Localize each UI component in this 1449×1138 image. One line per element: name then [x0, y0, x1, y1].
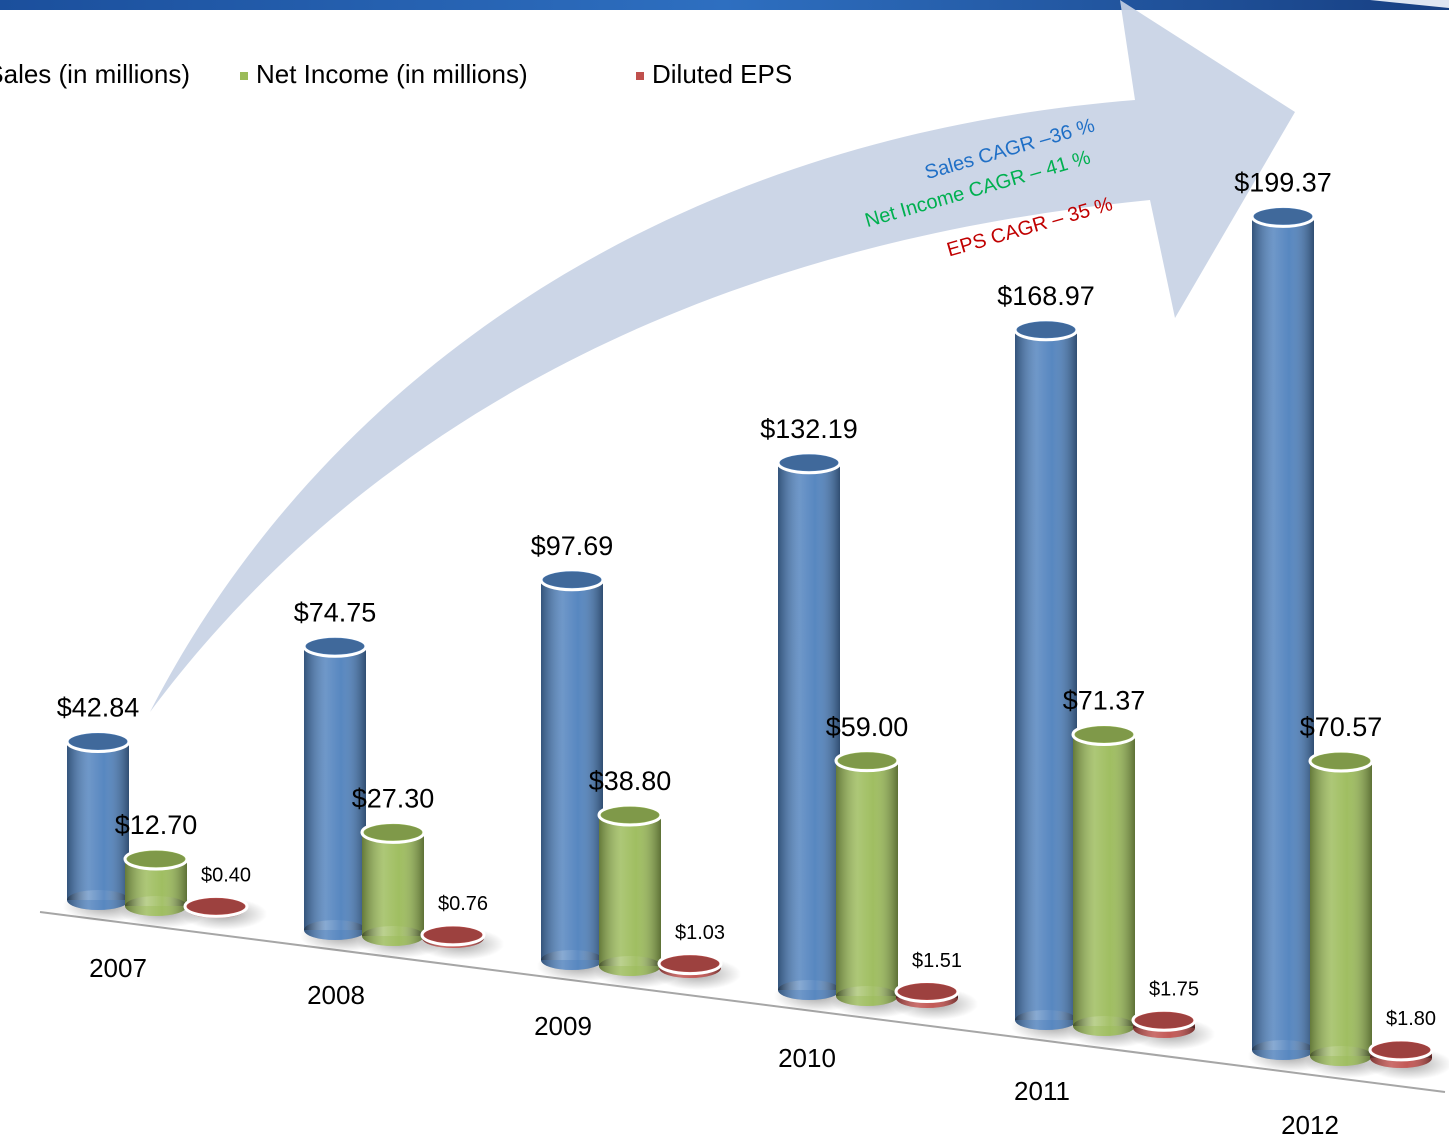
- x-tick-label: 2007: [89, 953, 147, 983]
- bar-top: [302, 634, 368, 658]
- legend-label: Diluted EPS: [652, 59, 792, 89]
- top-banner: [0, 0, 1449, 10]
- bar-top-shade: [838, 752, 896, 769]
- bar-shade: [599, 814, 661, 966]
- bar-top-shade: [1254, 208, 1312, 225]
- plot: $42.84 $12.70 $0.40 2007 $74.75 $27.30 $0.76 20…: [57, 168, 1449, 1138]
- bar-top: [65, 729, 131, 753]
- bar-top-shade: [1372, 1041, 1430, 1058]
- bar-base-shade: [304, 920, 366, 940]
- bar-top-shade: [543, 571, 601, 588]
- floor-line: [39, 911, 1446, 1093]
- bar-top-shade: [127, 851, 185, 868]
- data-label: $132.19: [760, 414, 858, 444]
- bar-shade: [1015, 329, 1077, 1020]
- bar-base-shade: [1015, 1010, 1077, 1030]
- bar-top: [894, 979, 960, 1003]
- x-tick-label: 2011: [1014, 1076, 1070, 1106]
- data-label: $0.40: [201, 865, 251, 887]
- bar-top: [1071, 722, 1137, 746]
- bar-shade: [1310, 760, 1372, 1056]
- data-label: $74.75: [294, 597, 377, 627]
- bar-top-shade: [1017, 321, 1075, 338]
- bar-shade: [1073, 734, 1135, 1026]
- bar-shade: [1252, 216, 1314, 1051]
- growth-arrow: [150, 0, 1295, 712]
- bar-top-shade: [1135, 1012, 1193, 1029]
- bar-top: [539, 568, 605, 592]
- data-label: $199.37: [1234, 168, 1332, 198]
- x-tick-label: 2010: [778, 1043, 836, 1073]
- bar-top-shade: [661, 955, 719, 972]
- data-label: $97.69: [531, 531, 614, 561]
- bar-top: [183, 894, 249, 918]
- bar-shade: [67, 741, 129, 900]
- bar-top: [597, 803, 663, 827]
- bar-top: [360, 820, 426, 844]
- bar-top-shade: [424, 926, 482, 943]
- bar-base-shade: [1310, 1046, 1372, 1066]
- legend-label: Sales (in millions): [0, 59, 190, 89]
- bar-shade: [541, 579, 603, 960]
- data-label: $1.03: [675, 922, 725, 944]
- bar-shade: [362, 832, 424, 936]
- bar-top-shade: [780, 454, 838, 471]
- bar-shade: [778, 462, 840, 991]
- bar-top-shade: [898, 983, 956, 1000]
- data-label: $12.70: [115, 810, 198, 840]
- bar-top-shade: [601, 806, 659, 823]
- bar-top: [1250, 204, 1316, 228]
- bar-top: [1013, 318, 1079, 342]
- bar-top: [834, 749, 900, 773]
- data-label: $1.75: [1149, 979, 1199, 1001]
- bar-base-shade: [778, 980, 840, 1000]
- bar-top: [1308, 749, 1374, 773]
- legend-swatch: [636, 72, 644, 80]
- data-label: $38.80: [589, 766, 672, 796]
- legend: Sales (in millions) Net Income (in millio…: [0, 59, 792, 89]
- legend-label: Net Income (in millions): [256, 59, 528, 89]
- data-label: $1.80: [1386, 1008, 1436, 1030]
- bar-top: [1368, 1038, 1434, 1062]
- data-label: $70.57: [1300, 712, 1383, 742]
- bar-base-shade: [67, 890, 129, 910]
- bar-base-shade: [1252, 1040, 1314, 1060]
- data-label: $27.30: [352, 783, 435, 813]
- bar-base-shade: [541, 950, 603, 970]
- bar-top-shade: [187, 898, 245, 915]
- bar-base-shade: [1073, 1016, 1135, 1036]
- bar-top-shade: [306, 638, 364, 655]
- legend-swatch: [240, 72, 248, 80]
- bar-base-shade: [125, 896, 187, 916]
- bar-top-shade: [1312, 752, 1370, 769]
- bar-top-shade: [69, 733, 127, 750]
- bar-shade: [836, 760, 898, 996]
- bar-top: [1131, 1008, 1197, 1032]
- bar-top: [420, 923, 486, 947]
- bar-top: [657, 952, 723, 976]
- data-label: $168.97: [997, 281, 1095, 311]
- bar-top: [123, 847, 189, 871]
- data-label: $1.51: [912, 950, 962, 972]
- data-label: $0.76: [438, 893, 488, 915]
- bar-shade: [304, 646, 366, 930]
- bar-base-shade: [836, 986, 898, 1006]
- data-label: $42.84: [57, 693, 140, 723]
- banner-corner: [1370, 0, 1449, 8]
- data-label: $59.00: [826, 712, 909, 742]
- x-tick-label: 2009: [534, 1011, 592, 1041]
- x-tick-label: 2012: [1281, 1110, 1339, 1138]
- bar-base-shade: [599, 956, 661, 976]
- bar-top-shade: [364, 824, 422, 841]
- bar-top-shade: [1075, 726, 1133, 743]
- bar-base-shade: [362, 926, 424, 946]
- bar-top: [776, 451, 842, 475]
- x-tick-label: 2008: [307, 980, 365, 1010]
- data-label: $71.37: [1063, 686, 1146, 716]
